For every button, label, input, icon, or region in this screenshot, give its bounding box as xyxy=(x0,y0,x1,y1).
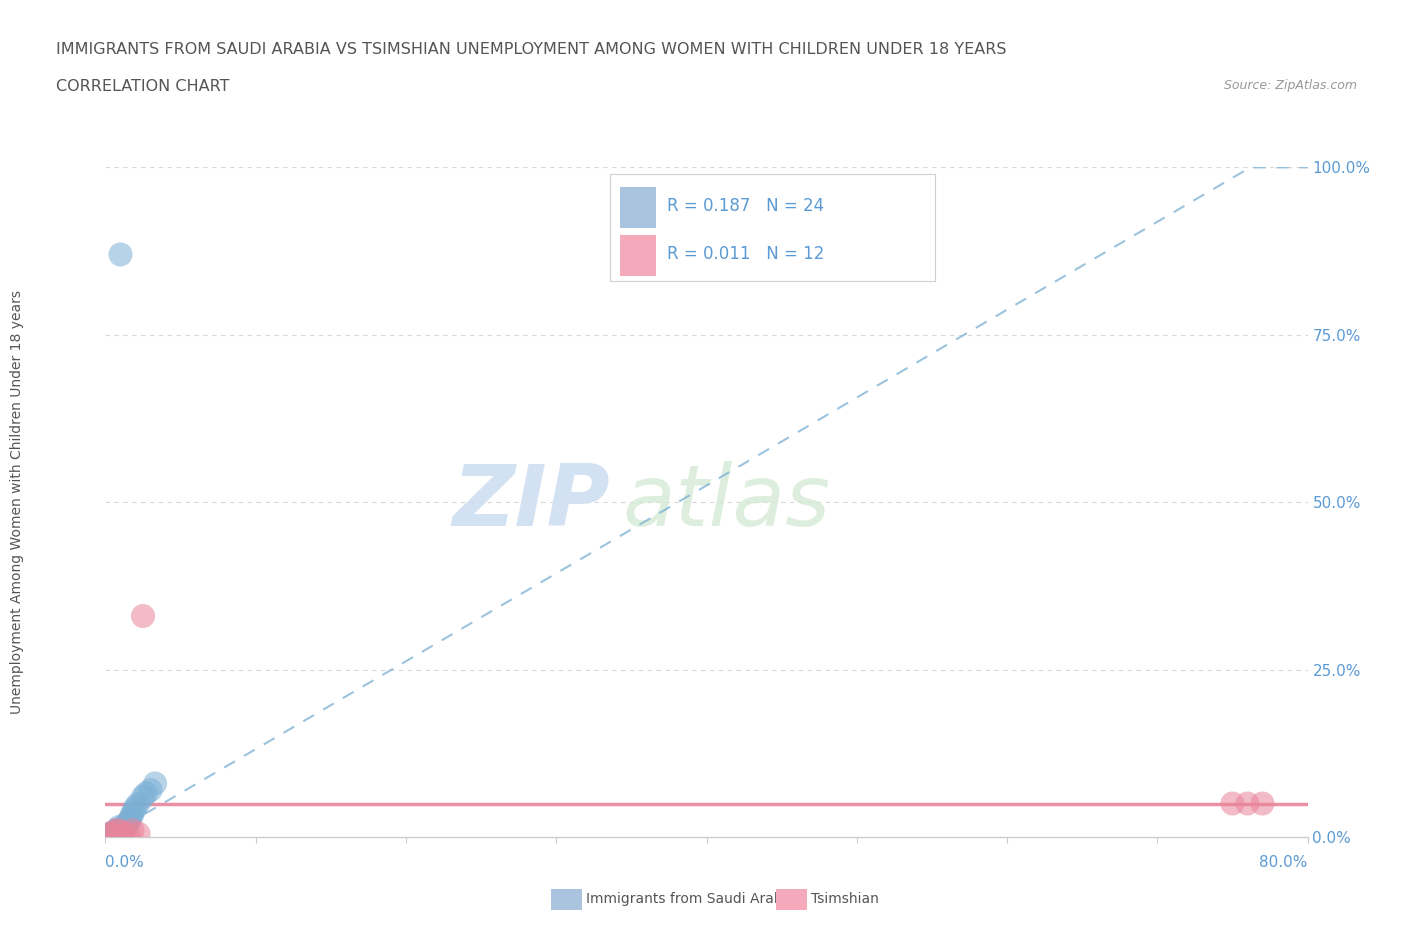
Point xyxy=(128,826,150,841)
Point xyxy=(118,813,141,828)
Point xyxy=(115,817,138,831)
Point xyxy=(120,809,142,824)
Point xyxy=(114,819,136,834)
Point xyxy=(112,826,135,841)
Point xyxy=(122,803,145,817)
FancyBboxPatch shape xyxy=(620,187,655,228)
Point xyxy=(121,823,143,838)
Point xyxy=(111,823,134,838)
Point xyxy=(101,826,124,841)
Text: 80.0%: 80.0% xyxy=(1260,855,1308,870)
Point xyxy=(117,826,139,841)
Point xyxy=(108,819,131,834)
Text: atlas: atlas xyxy=(623,460,831,544)
Point xyxy=(98,826,121,841)
Point xyxy=(117,817,139,831)
Point xyxy=(110,247,132,262)
Point xyxy=(103,826,125,841)
Text: IMMIGRANTS FROM SAUDI ARABIA VS TSIMSHIAN UNEMPLOYMENT AMONG WOMEN WITH CHILDREN: IMMIGRANTS FROM SAUDI ARABIA VS TSIMSHIA… xyxy=(56,42,1007,57)
Point xyxy=(98,826,121,841)
Point xyxy=(128,796,150,811)
Point xyxy=(132,790,155,804)
Point xyxy=(1236,796,1258,811)
Text: Unemployment Among Women with Children Under 18 years: Unemployment Among Women with Children U… xyxy=(10,290,24,714)
Point xyxy=(132,608,155,623)
Text: Immigrants from Saudi Arabia: Immigrants from Saudi Arabia xyxy=(586,892,796,907)
Text: Source: ZipAtlas.com: Source: ZipAtlas.com xyxy=(1223,79,1357,92)
FancyBboxPatch shape xyxy=(620,235,655,276)
Point xyxy=(143,776,166,790)
Text: Tsimshian: Tsimshian xyxy=(811,892,879,907)
Point xyxy=(108,823,131,838)
Point xyxy=(124,800,146,815)
Point xyxy=(1222,796,1244,811)
Point xyxy=(101,826,124,841)
Text: R = 0.187   N = 24: R = 0.187 N = 24 xyxy=(666,197,824,215)
Point xyxy=(135,786,157,801)
Point xyxy=(112,819,135,834)
Point xyxy=(104,823,127,838)
Point xyxy=(100,826,122,841)
Point xyxy=(104,823,127,838)
Text: CORRELATION CHART: CORRELATION CHART xyxy=(56,79,229,94)
Text: ZIP: ZIP xyxy=(453,460,610,544)
Point xyxy=(107,823,129,838)
Point xyxy=(1251,796,1274,811)
Point xyxy=(110,823,132,838)
Text: R = 0.011   N = 12: R = 0.011 N = 12 xyxy=(666,246,824,263)
Point xyxy=(121,806,143,821)
Text: 0.0%: 0.0% xyxy=(105,855,145,870)
Point xyxy=(139,783,162,798)
